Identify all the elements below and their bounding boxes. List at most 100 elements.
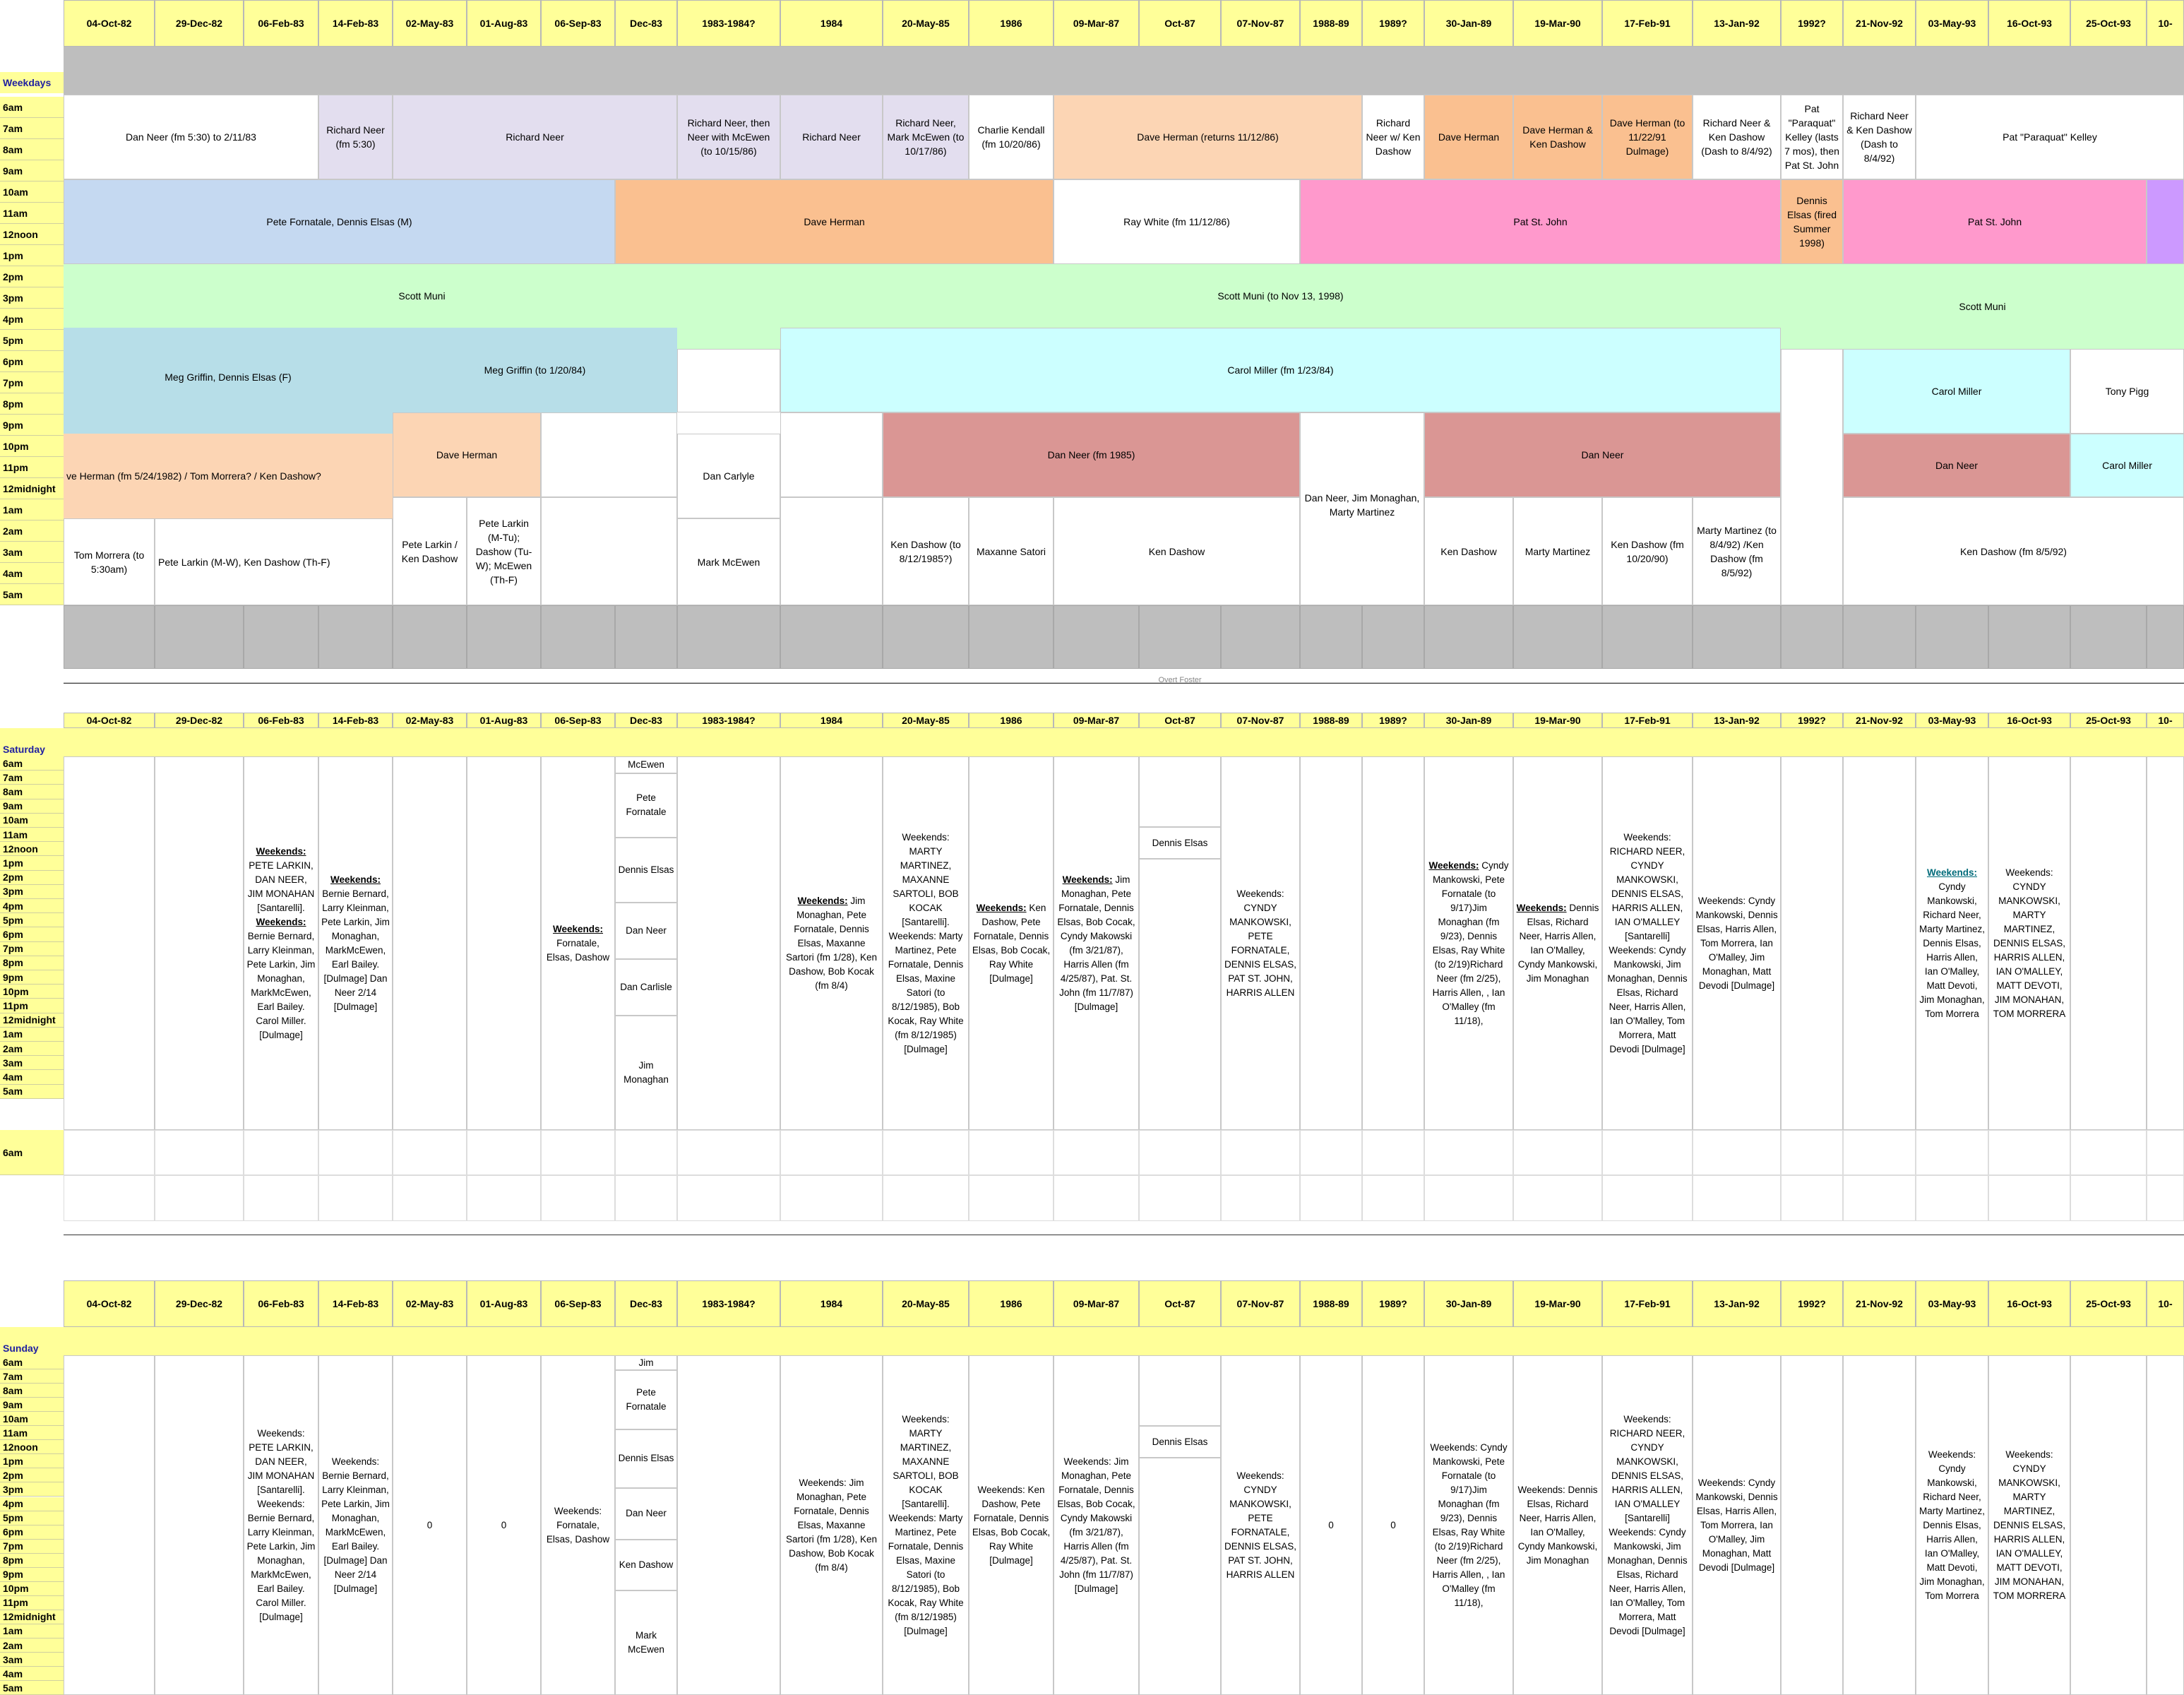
show-cell[interactable]: Scott Muni (to Nov 13, 1998)	[1217, 290, 1344, 302]
weekend-cell[interactable]: 0	[1300, 1355, 1362, 1695]
show-cell[interactable]: Pete Larkin / Ken Dashow	[393, 497, 467, 605]
sat-date-header-21[interactable]: 1992?	[1781, 713, 1843, 728]
show-cell[interactable]: Richard Neer, Mark McEwen (to 10/17/86)	[883, 95, 969, 179]
sat-date-header-1[interactable]: 29-Dec-82	[155, 713, 244, 728]
sun-date-header-5[interactable]: 01-Aug-83	[467, 1280, 541, 1327]
date-header-5[interactable]: 01-Aug-83	[467, 0, 541, 47]
show-cell[interactable]: Dave Herman	[1424, 95, 1513, 179]
sat-date-header-26[interactable]: 10-	[2147, 713, 2184, 728]
show-cell[interactable]: Mark McEwen	[677, 518, 780, 605]
date-header-10[interactable]: 20-May-85	[883, 0, 969, 47]
show-cell[interactable]: Richard Neer	[780, 95, 883, 179]
sun-date-header-3[interactable]: 14-Feb-83	[318, 1280, 393, 1327]
date-header-17[interactable]: 30-Jan-89	[1424, 0, 1513, 47]
dj-slot[interactable]: Dennis Elsas	[615, 838, 677, 903]
weekend-cell[interactable]	[1843, 1355, 1916, 1695]
show-cell[interactable]: Tony Pigg	[2070, 349, 2184, 434]
sun-date-header-18[interactable]: 19-Mar-90	[1513, 1280, 1602, 1327]
weekend-cell[interactable]	[677, 1355, 780, 1695]
weekend-cell[interactable]: Weekends: Cyndy Mankowski, Richard Neer,…	[1916, 1355, 1988, 1695]
weekend-cell[interactable]: Dennis Elsas	[1139, 1426, 1221, 1458]
weekend-cell[interactable]	[1843, 756, 1916, 1130]
sun-date-header-20[interactable]: 13-Jan-92	[1693, 1280, 1781, 1327]
show-cell[interactable]: Dan Neer	[1843, 434, 2070, 497]
show-cell[interactable]: Dan Neer (fm 5:30) to 2/11/83	[64, 95, 318, 179]
sun-date-header-12[interactable]: 09-Mar-87	[1054, 1280, 1139, 1327]
weekend-cell[interactable]: Weekends: CYNDY MANKOWSKI, PETE FORNATAL…	[1221, 756, 1300, 1130]
sat-date-header-17[interactable]: 30-Jan-89	[1424, 713, 1513, 728]
weekend-cell[interactable]	[2147, 756, 2184, 1130]
sun-date-header-6[interactable]: 06-Sep-83	[541, 1280, 615, 1327]
sun-date-header-2[interactable]: 06-Feb-83	[244, 1280, 318, 1327]
dj-slot[interactable]: Dennis Elsas	[615, 1429, 677, 1489]
weekend-cell[interactable]: Weekends: MARTY MARTINEZ, MAXANNE SARTOL…	[883, 1355, 969, 1695]
show-cell[interactable]: Dave Herman	[615, 179, 1054, 264]
weekend-cell[interactable]	[1139, 1458, 1221, 1695]
date-header-14[interactable]: 07-Nov-87	[1221, 0, 1300, 47]
weekend-cell[interactable]: Weekends: PETE LARKIN, DAN NEER, JIM MON…	[244, 1355, 318, 1695]
show-cell[interactable]: Pat St. John	[1843, 179, 2147, 264]
sat-date-header-7[interactable]: Dec-83	[615, 713, 677, 728]
sun-date-header-7[interactable]: Dec-83	[615, 1280, 677, 1327]
date-header-12[interactable]: 09-Mar-87	[1054, 0, 1139, 47]
weekend-cell[interactable]: Weekends: Cyndy Mankowski, Dennis Elsas,…	[1693, 1355, 1781, 1695]
show-cell[interactable]: Dan Neer (fm 1985)	[883, 412, 1300, 497]
weekend-cell[interactable]	[2147, 1355, 2184, 1695]
sat-date-header-12[interactable]: 09-Mar-87	[1054, 713, 1139, 728]
sat-date-header-2[interactable]: 06-Feb-83	[244, 713, 318, 728]
weekend-cell[interactable]	[1139, 756, 1221, 827]
weekend-cell[interactable]	[1139, 1355, 1221, 1426]
show-cell[interactable]: Dave Herman (to 11/22/91 Dulmage)	[1602, 95, 1693, 179]
weekend-cell[interactable]: Weekends: Cyndy Mankowski, Pete Fornatal…	[1424, 756, 1513, 1130]
weekend-cell[interactable]: Weekends: Ken Dashow, Pete Fornatale, De…	[969, 1355, 1054, 1695]
weekend-cell[interactable]: 0	[393, 1355, 467, 1695]
weekend-cell[interactable]: Weekends: Cyndy Mankowski, Richard Neer,…	[1916, 756, 1988, 1130]
show-cell[interactable]: Meg Griffin, Dennis Elsas (F)	[165, 371, 292, 383]
date-header-2[interactable]: 06-Feb-83	[244, 0, 318, 47]
weekend-cell[interactable]: Weekends: Cyndy Mankowski, Dennis Elsas,…	[1693, 756, 1781, 1130]
sun-date-header-25[interactable]: 25-Oct-93	[2070, 1280, 2147, 1327]
sat-date-header-14[interactable]: 07-Nov-87	[1221, 713, 1300, 728]
weekend-cell[interactable]: Weekends: RICHARD NEER, CYNDY MANKOWSKI,…	[1602, 1355, 1693, 1695]
show-cell[interactable]: Richard Neer w/ Ken Dashow	[1362, 95, 1424, 179]
sat-date-header-3[interactable]: 14-Feb-83	[318, 713, 393, 728]
show-cell[interactable]: Dan Neer, Jim Monaghan, Marty Martinez	[1300, 412, 1424, 605]
weekend-cell[interactable]	[64, 1355, 155, 1695]
show-cell[interactable]: Richard Neer & Ken Dashow (Dash to 8/4/9…	[1843, 95, 1916, 179]
show-cell[interactable]	[541, 412, 677, 497]
date-header-23[interactable]: 03-May-93	[1916, 0, 1988, 47]
weekend-cell[interactable]	[1139, 859, 1221, 1130]
show-cell[interactable]: Dave Herman & Ken Dashow	[1513, 95, 1602, 179]
date-header-13[interactable]: Oct-87	[1139, 0, 1221, 47]
sat-date-header-6[interactable]: 06-Sep-83	[541, 713, 615, 728]
show-cell[interactable]: Meg Griffin (to 1/20/84)	[393, 328, 677, 412]
weekend-cell[interactable]: Weekends: RICHARD NEER, CYNDY MANKOWSKI,…	[1602, 756, 1693, 1130]
show-cell[interactable]	[780, 412, 883, 497]
weekend-cell[interactable]: Weekends: Dennis Elsas, Richard Neer, Ha…	[1513, 756, 1602, 1130]
date-header-26[interactable]: 10-	[2147, 0, 2184, 47]
date-header-6[interactable]: 06-Sep-83	[541, 0, 615, 47]
weekend-cell[interactable]: Weekends: MARTY MARTINEZ, MAXANNE SARTOL…	[883, 756, 969, 1130]
dj-slot[interactable]: Pete Fornatale	[615, 1370, 677, 1429]
show-cell[interactable]: Dave Herman	[393, 412, 541, 497]
show-cell[interactable]	[541, 497, 677, 605]
weekend-cell[interactable]: Weekends: CYNDY MANKOWSKI, MARTY MARTINE…	[1988, 756, 2070, 1130]
sat-date-header-4[interactable]: 02-May-83	[393, 713, 467, 728]
date-header-0[interactable]: 04-Oct-82	[64, 0, 155, 47]
show-cell[interactable]: Richard Neer, then Neer with McEwen (to …	[677, 95, 780, 179]
sat-date-header-11[interactable]: 1986	[969, 713, 1054, 728]
date-header-1[interactable]: 29-Dec-82	[155, 0, 244, 47]
sun-date-header-15[interactable]: 1988-89	[1300, 1280, 1362, 1327]
weekend-cell[interactable]	[64, 756, 155, 1130]
dj-slot[interactable]: Jim Monaghan	[615, 1015, 677, 1130]
sun-date-header-4[interactable]: 02-May-83	[393, 1280, 467, 1327]
show-cell[interactable]: Richard Neer	[393, 95, 677, 179]
weekend-cell[interactable]	[1362, 756, 1424, 1130]
show-cell[interactable]: Ken Dashow (to 8/12/1985?)	[883, 497, 969, 605]
sat-date-header-9[interactable]: 1984	[780, 713, 883, 728]
show-cell[interactable]: Pat "Paraquat" Kelley	[1916, 95, 2184, 179]
sun-date-header-22[interactable]: 21-Nov-92	[1843, 1280, 1916, 1327]
sun-date-header-14[interactable]: 07-Nov-87	[1221, 1280, 1300, 1327]
show-cell[interactable]: Ken Dashow	[1424, 497, 1513, 605]
date-header-8[interactable]: 1983-1984?	[677, 0, 780, 47]
